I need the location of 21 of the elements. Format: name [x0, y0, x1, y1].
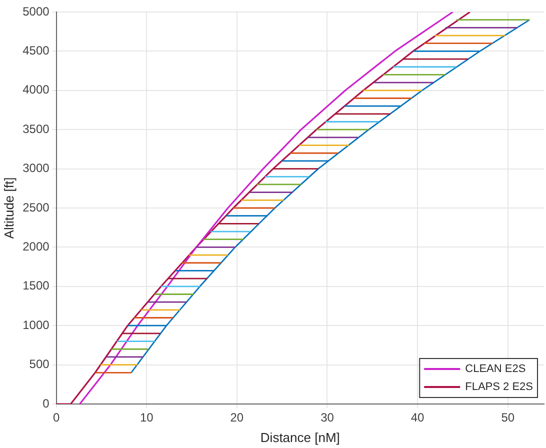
x-tick-label: 40 — [410, 410, 425, 425]
x-tick-label: 50 — [501, 410, 515, 425]
y-tick-label: 2500 — [22, 200, 50, 214]
y-tick-label: 5000 — [22, 4, 50, 18]
x-tick-label: 30 — [320, 410, 334, 425]
x-tick-label: 20 — [230, 410, 244, 425]
y-tick-label: 1500 — [22, 278, 50, 293]
y-tick-label: 3500 — [22, 122, 50, 136]
x-tick-label: 10 — [140, 410, 154, 425]
y-tick-label: 500 — [29, 357, 50, 372]
y-tick-label: 4500 — [22, 44, 50, 58]
y-tick-label: 4000 — [22, 82, 50, 97]
legend-label: FLAPS 2 E2S — [465, 381, 534, 394]
y-tick-label: 0 — [42, 396, 50, 410]
x-tick-label: 0 — [52, 410, 60, 425]
y-tick-label: 2000 — [22, 240, 50, 254]
legend-label: CLEAN E2S — [465, 363, 526, 376]
y-axis-title: Altitude [ft] — [1, 177, 16, 239]
y-tick-label: 1000 — [22, 318, 50, 332]
x-axis-title: Distance [nM] — [260, 430, 340, 445]
y-tick-label: 3000 — [22, 161, 50, 176]
